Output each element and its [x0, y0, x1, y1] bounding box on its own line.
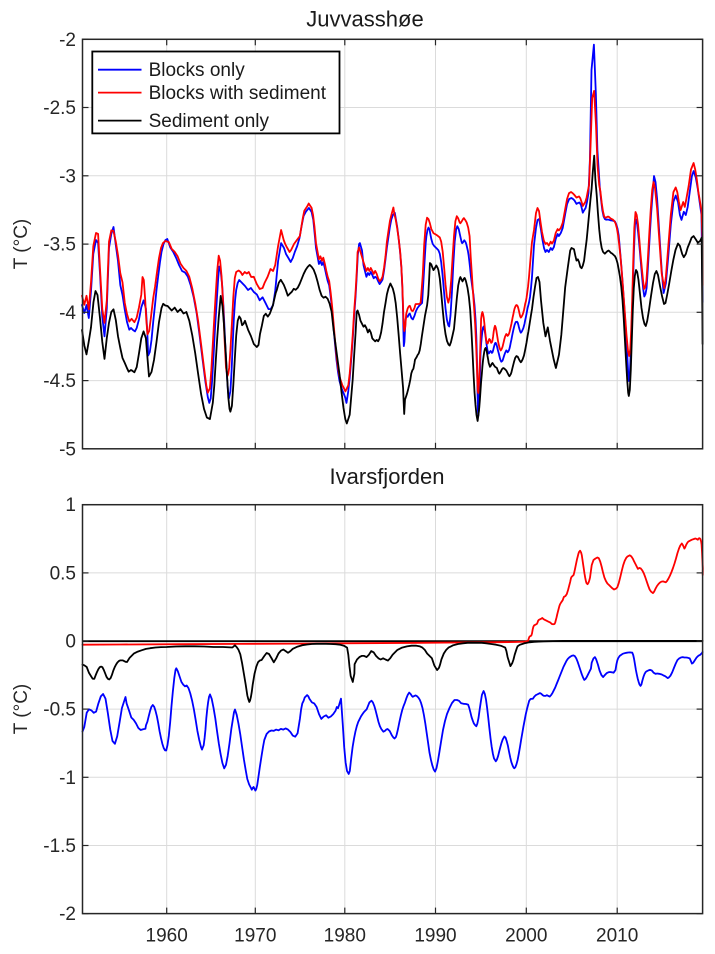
svg-text:-5: -5 [59, 439, 76, 460]
svg-text:0: 0 [65, 632, 76, 653]
svg-text:2010: 2010 [596, 926, 638, 947]
svg-text:Blocks with sediment: Blocks with sediment [149, 83, 327, 104]
svg-text:-3: -3 [59, 166, 76, 187]
svg-text:Blocks only: Blocks only [149, 60, 246, 81]
svg-text:-2.5: -2.5 [43, 98, 76, 119]
svg-text:T (°C): T (°C) [11, 219, 32, 270]
svg-text:-0.5: -0.5 [43, 700, 76, 721]
svg-text:Sediment only: Sediment only [149, 111, 270, 132]
svg-text:1970: 1970 [234, 926, 276, 947]
svg-text:-1.5: -1.5 [43, 836, 76, 857]
svg-text:1960: 1960 [146, 926, 188, 947]
svg-text:0.5: 0.5 [50, 563, 76, 584]
svg-text:-3.5: -3.5 [43, 235, 76, 256]
svg-text:-2: -2 [59, 30, 76, 51]
svg-text:Juvvasshøe: Juvvasshøe [306, 7, 423, 32]
svg-text:-4.5: -4.5 [43, 371, 76, 392]
svg-text:Ivarsfjorden: Ivarsfjorden [330, 464, 445, 489]
svg-text:2000: 2000 [505, 926, 547, 947]
svg-text:1990: 1990 [414, 926, 456, 947]
svg-text:-2: -2 [59, 904, 76, 925]
svg-text:T (°C): T (°C) [11, 684, 32, 735]
svg-text:1: 1 [65, 495, 76, 516]
svg-text:1980: 1980 [324, 926, 366, 947]
svg-text:-1: -1 [59, 768, 76, 789]
svg-text:-4: -4 [59, 303, 76, 324]
